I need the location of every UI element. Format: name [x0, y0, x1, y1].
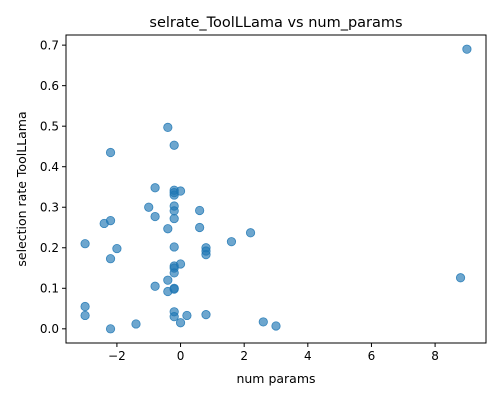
x-tick-label: 4	[304, 349, 312, 363]
data-point	[169, 268, 179, 278]
data-point	[80, 310, 90, 321]
data-point	[131, 319, 141, 329]
data-point	[182, 310, 192, 321]
chart-title: selrate_ToolLLama vs num_params	[149, 15, 402, 31]
x-tick-label: 8	[431, 349, 439, 363]
data-point	[169, 206, 179, 216]
data-point	[175, 318, 186, 328]
y-tick-label: 0.3	[40, 200, 59, 214]
data-point	[455, 273, 466, 283]
data-point	[105, 216, 116, 226]
data-point	[258, 317, 268, 327]
data-point	[105, 147, 116, 158]
data-point	[169, 242, 179, 252]
data-point	[163, 224, 173, 234]
data-points	[80, 44, 472, 334]
data-point	[195, 205, 205, 216]
data-point	[462, 44, 472, 54]
data-point	[201, 250, 211, 260]
data-point	[105, 254, 116, 264]
data-point	[112, 243, 122, 254]
data-point	[175, 186, 186, 196]
y-tick-label: 0.2	[40, 241, 59, 255]
data-point	[150, 183, 160, 193]
x-tick-label: −2	[108, 349, 126, 363]
data-point	[163, 275, 173, 285]
data-point	[80, 239, 90, 249]
data-point	[105, 324, 116, 334]
y-tick-label: 0.6	[40, 79, 59, 93]
y-tick-label: 0.0	[40, 322, 59, 336]
data-point	[226, 237, 237, 247]
y-tick-label: 0.1	[40, 281, 59, 295]
data-point	[150, 211, 160, 222]
plot-area-frame	[65, 34, 487, 344]
data-point	[195, 222, 205, 233]
axis-ticks: −2 0 2 4 6 8 0.0 0.1 0.2 0.3 0.4 0.5 0.6 0.7	[40, 38, 439, 363]
x-axis-label: num params	[236, 371, 315, 386]
x-tick-label: 2	[240, 349, 248, 363]
data-point	[245, 228, 256, 238]
x-tick-label: 6	[368, 349, 376, 363]
data-point	[163, 122, 173, 133]
data-point	[169, 213, 179, 224]
data-point	[175, 259, 186, 269]
y-tick-label: 0.7	[40, 38, 59, 52]
data-point	[144, 202, 154, 212]
data-point	[271, 321, 281, 331]
data-point	[150, 281, 160, 291]
data-point	[201, 310, 211, 320]
data-point	[169, 140, 179, 150]
y-tick-label: 0.4	[40, 160, 59, 174]
data-point	[169, 284, 179, 294]
y-tick-label: 0.5	[40, 119, 59, 133]
y-axis-label: selection rate ToolLLama	[14, 111, 29, 266]
x-tick-label: 0	[177, 349, 185, 363]
data-point	[80, 301, 90, 312]
data-point	[169, 312, 179, 322]
